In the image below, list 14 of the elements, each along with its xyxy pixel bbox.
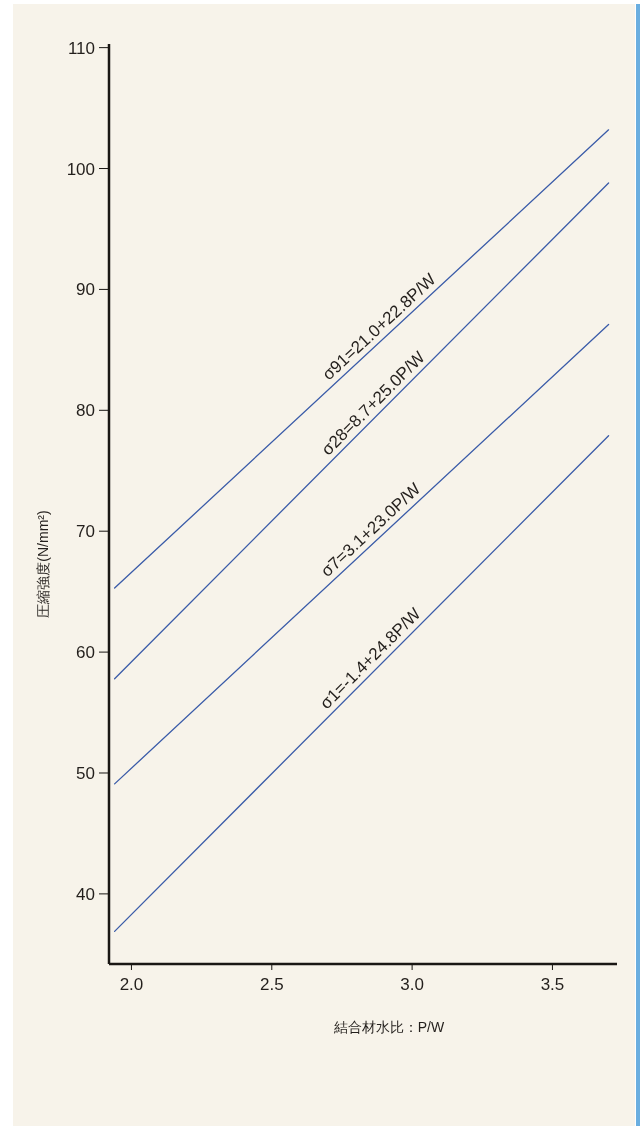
y-axis-title: 圧縮強度(N/mm²) bbox=[35, 510, 51, 618]
y-tick-label: 40 bbox=[76, 884, 95, 904]
y-tick-label: 100 bbox=[66, 159, 95, 179]
y-tick-label: 50 bbox=[76, 763, 95, 783]
y-tick-label: 70 bbox=[76, 522, 95, 542]
x-tick-label: 3.5 bbox=[540, 975, 565, 994]
x-axis-title: 結合材水比：P/W bbox=[332, 1019, 445, 1035]
y-tick-label: 110 bbox=[67, 38, 95, 58]
y-tick-label: 80 bbox=[76, 401, 95, 421]
x-tick-label: 2.0 bbox=[119, 975, 144, 994]
y-tick-label: 60 bbox=[76, 643, 95, 663]
y-tick-label: 90 bbox=[76, 280, 95, 300]
x-tick-label: 3.0 bbox=[400, 975, 424, 994]
x-tick-label: 2.5 bbox=[259, 975, 284, 994]
